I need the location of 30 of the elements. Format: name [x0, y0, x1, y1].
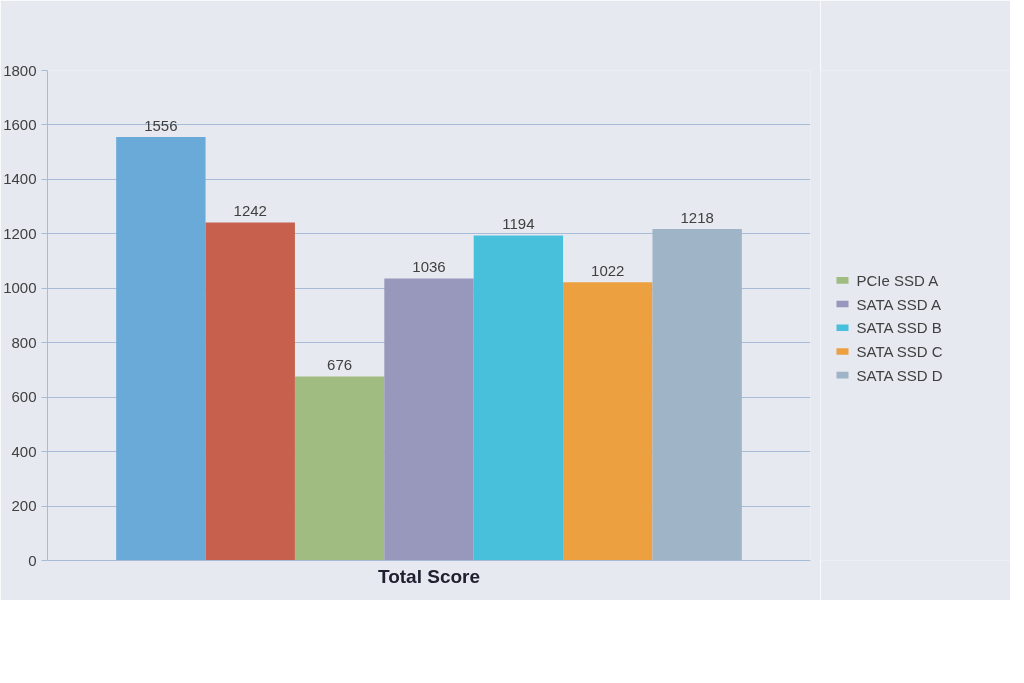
data-label: 1022	[591, 262, 625, 280]
bar	[294, 376, 385, 561]
data-label: 1194	[502, 215, 535, 233]
y-tick-label: 1600	[3, 115, 37, 133]
data-label: 1556	[144, 116, 178, 134]
bar	[563, 282, 653, 561]
x-axis-title: Total Score	[377, 565, 481, 587]
data-label: 676	[327, 356, 353, 374]
bar	[473, 235, 564, 561]
data-label: 1218	[680, 208, 714, 226]
legend-label: SATA SSD D	[856, 366, 943, 384]
bar	[116, 136, 206, 561]
y-tick-label: 200	[11, 497, 37, 515]
y-tick-label: 1800	[3, 61, 37, 79]
y-tick-label: 400	[11, 442, 37, 460]
y-tick-label: 1400	[3, 170, 37, 188]
y-tick-label: 1000	[3, 279, 37, 297]
data-label: 1242	[233, 202, 267, 220]
legend-label: SATA SSD A	[856, 295, 941, 313]
bar	[205, 222, 295, 561]
y-tick-label: 1200	[3, 224, 37, 242]
legend-label: SATA SSD C	[856, 342, 943, 360]
legend-label: SATA SSD B	[856, 319, 942, 337]
bar	[384, 278, 474, 561]
legend-label: PCIe SSD A	[856, 271, 939, 289]
y-tick-label: 800	[11, 333, 37, 351]
bar	[652, 228, 742, 561]
data-label: 1036	[412, 258, 446, 276]
y-tick-label: 600	[11, 388, 37, 406]
y-tick-label: 0	[28, 551, 37, 569]
